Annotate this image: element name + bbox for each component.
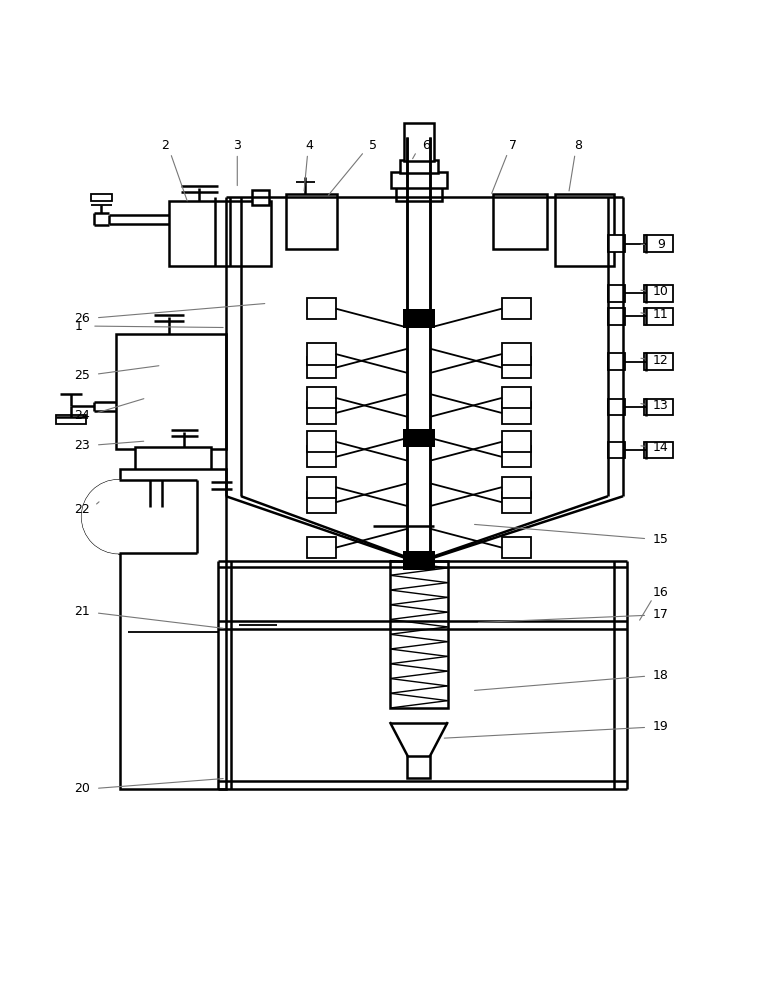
Bar — [408, 137, 431, 561]
Bar — [408, 756, 431, 778]
Bar — [169, 201, 271, 266]
Bar — [502, 492, 531, 513]
Bar — [307, 537, 335, 558]
Text: 11: 11 — [653, 308, 669, 321]
Bar — [91, 194, 112, 201]
Bar — [644, 308, 673, 325]
Bar — [396, 186, 441, 201]
Bar — [403, 429, 434, 447]
Text: 22: 22 — [75, 503, 90, 516]
Bar — [390, 561, 447, 708]
Bar — [404, 123, 434, 161]
Bar — [119, 480, 167, 553]
Bar — [493, 194, 547, 249]
Text: 3: 3 — [233, 139, 242, 152]
Bar — [287, 194, 337, 249]
Text: 4: 4 — [306, 139, 313, 152]
Text: 1: 1 — [75, 320, 82, 333]
Bar — [307, 402, 335, 424]
Bar — [608, 235, 625, 252]
Bar — [502, 387, 531, 408]
Bar — [502, 357, 531, 378]
Text: 25: 25 — [74, 369, 90, 382]
Bar — [608, 353, 625, 370]
Bar — [117, 334, 226, 449]
Text: 21: 21 — [75, 605, 90, 618]
Bar — [608, 285, 625, 302]
Bar — [502, 431, 531, 452]
Bar — [502, 298, 531, 319]
Bar — [555, 194, 614, 266]
Bar — [307, 431, 335, 452]
Circle shape — [98, 497, 139, 537]
Bar — [502, 343, 531, 365]
Text: 8: 8 — [574, 139, 581, 152]
Text: 12: 12 — [653, 354, 669, 367]
Text: 13: 13 — [653, 399, 669, 412]
Text: 20: 20 — [74, 782, 90, 795]
Bar — [644, 235, 673, 252]
Bar — [502, 402, 531, 424]
Bar — [252, 190, 269, 205]
Text: 26: 26 — [75, 312, 90, 325]
Text: 6: 6 — [422, 139, 431, 152]
Text: 16: 16 — [653, 586, 669, 599]
Text: 23: 23 — [75, 439, 90, 452]
Bar — [307, 477, 335, 498]
Bar — [391, 172, 447, 188]
Bar — [644, 285, 673, 302]
Bar — [307, 357, 335, 378]
Bar — [56, 415, 86, 424]
Text: 10: 10 — [653, 285, 669, 298]
Bar — [403, 309, 434, 328]
Bar — [644, 399, 673, 415]
Bar — [307, 492, 335, 513]
Bar — [644, 353, 673, 370]
Bar — [502, 537, 531, 558]
Bar — [307, 343, 335, 365]
Bar — [502, 477, 531, 498]
Bar — [307, 446, 335, 467]
Text: 24: 24 — [75, 409, 90, 422]
Text: 5: 5 — [370, 139, 377, 152]
Bar — [608, 399, 625, 415]
Text: 9: 9 — [657, 238, 664, 251]
Text: 7: 7 — [509, 139, 517, 152]
Bar — [608, 308, 625, 325]
Bar — [307, 387, 335, 408]
Bar — [502, 446, 531, 467]
Bar — [608, 442, 625, 458]
Text: 15: 15 — [653, 533, 669, 546]
Text: 2: 2 — [162, 139, 169, 152]
Text: 17: 17 — [653, 608, 669, 621]
Bar — [644, 442, 673, 458]
Bar — [307, 298, 335, 319]
Text: 19: 19 — [653, 720, 669, 733]
Bar — [135, 447, 211, 511]
Bar — [120, 469, 226, 789]
Text: 14: 14 — [653, 441, 669, 454]
Text: 18: 18 — [653, 669, 669, 682]
Bar — [403, 551, 434, 570]
Circle shape — [82, 480, 155, 553]
Bar — [400, 160, 437, 173]
